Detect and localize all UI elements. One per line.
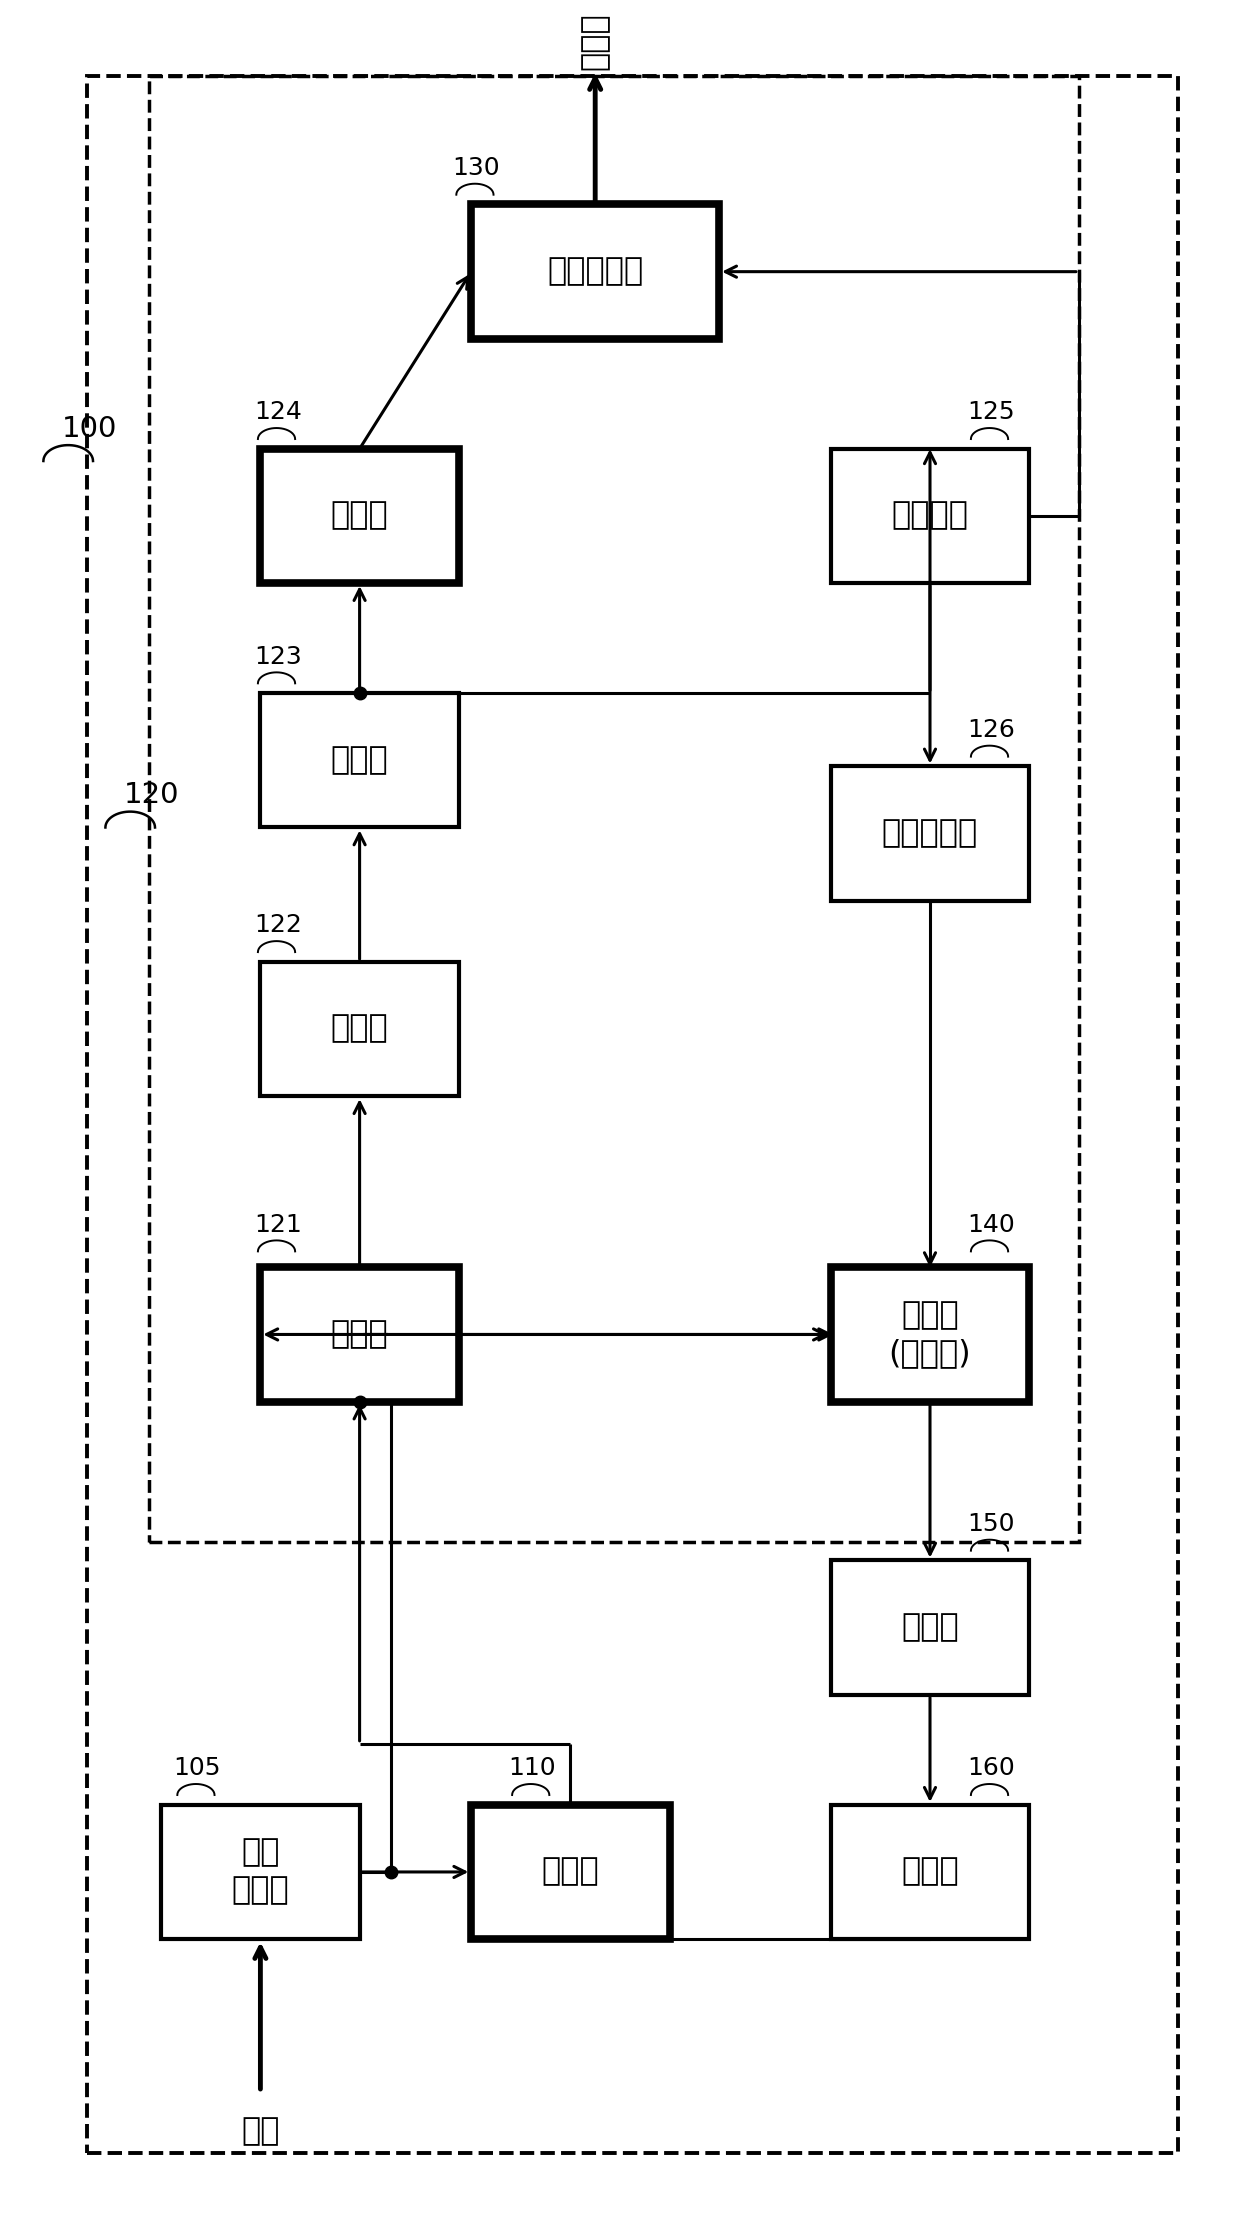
Text: 图片: 图片 [241, 2117, 280, 2148]
Text: 126: 126 [967, 717, 1016, 742]
Text: 重排器: 重排器 [331, 500, 388, 531]
Text: 滤波器: 滤波器 [901, 1612, 959, 1643]
Text: 105: 105 [174, 1756, 221, 1780]
Bar [831, 766, 1029, 901]
Text: 加法器
(重构器): 加法器 (重构器) [889, 1300, 971, 1368]
Text: 125: 125 [967, 401, 1014, 425]
Text: 123: 123 [254, 644, 303, 669]
Text: 121: 121 [254, 1213, 303, 1238]
Text: 图片
分割器: 图片 分割器 [232, 1838, 289, 1906]
Text: 比特流: 比特流 [579, 13, 610, 71]
Text: 100: 100 [62, 414, 118, 443]
Text: 122: 122 [254, 914, 303, 937]
Bar [831, 1266, 1029, 1401]
Bar [471, 204, 719, 339]
Text: 120: 120 [124, 782, 180, 808]
Text: 减法器: 减法器 [331, 1320, 388, 1351]
Text: 反量化器: 反量化器 [892, 500, 968, 531]
Text: 逆变变换器: 逆变变换器 [882, 819, 978, 850]
Text: 预测器: 预测器 [542, 1858, 599, 1889]
Bar [260, 961, 459, 1096]
Bar [831, 1804, 1029, 1939]
Bar [831, 449, 1029, 582]
Bar [161, 1804, 360, 1939]
Text: 160: 160 [967, 1756, 1016, 1780]
Text: 140: 140 [967, 1213, 1016, 1238]
Bar [149, 75, 1079, 1543]
Text: 130: 130 [453, 155, 500, 179]
Bar [260, 1266, 459, 1401]
Text: 量化器: 量化器 [331, 744, 388, 775]
Bar [260, 449, 459, 582]
Text: 124: 124 [254, 401, 303, 425]
Bar [87, 75, 1178, 2152]
Bar [831, 1561, 1029, 1696]
Text: 存储器: 存储器 [901, 1858, 959, 1889]
Text: 110: 110 [508, 1756, 556, 1780]
Text: 变换器: 变换器 [331, 1014, 388, 1045]
Text: 熵缩编码器: 熵缩编码器 [547, 257, 644, 288]
Bar [471, 1804, 670, 1939]
Text: 150: 150 [967, 1512, 1014, 1537]
Bar [260, 693, 459, 828]
